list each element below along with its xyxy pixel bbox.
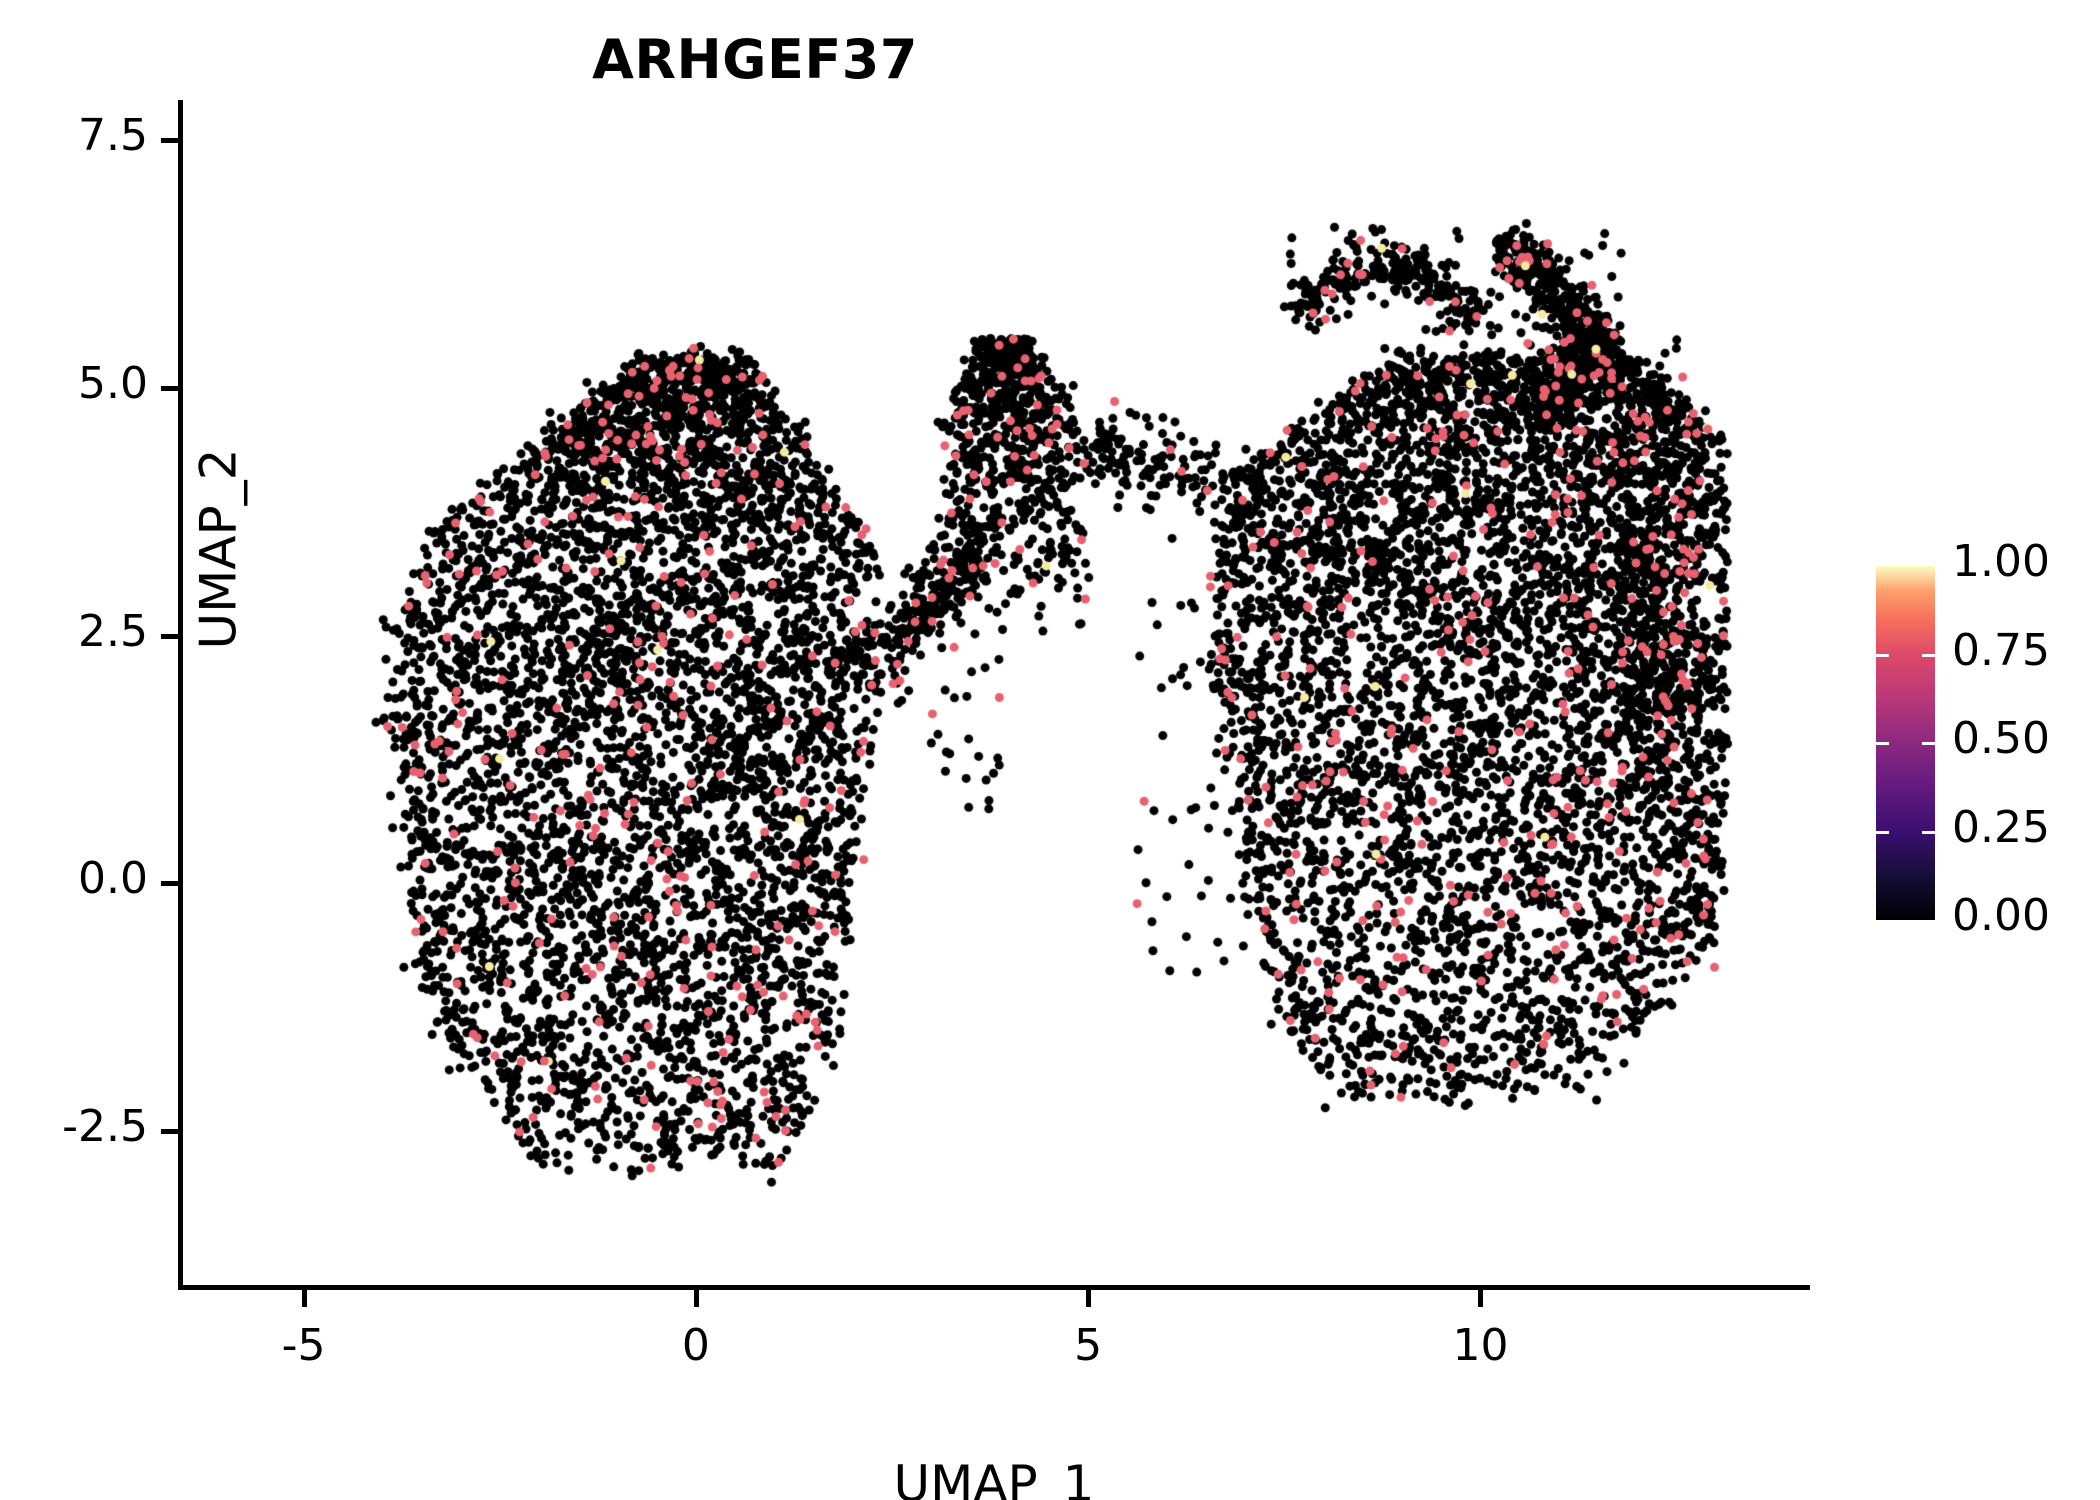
y-tick-mark: [161, 633, 178, 639]
x-tick-label: 0: [681, 1320, 710, 1371]
y-tick-label: -2.5: [62, 1101, 148, 1153]
x-tick-label: -5: [281, 1320, 326, 1371]
colorbar-tick-label: 0.75: [1952, 624, 2050, 676]
page-title: ARHGEF37: [592, 28, 918, 91]
colorbar-tick-label: 1.00: [1952, 536, 2050, 587]
y-tick-label: 2.5: [78, 605, 148, 657]
x-tick-mark: [693, 1290, 699, 1307]
x-tick-mark: [1478, 1290, 1484, 1307]
y-tick-mark: [161, 385, 178, 391]
x-tick-mark: [301, 1290, 307, 1307]
y-tick-label: 0.0: [78, 853, 148, 905]
x-tick-mark: [1086, 1290, 1092, 1307]
y-axis-label: UMAP_2: [189, 448, 248, 650]
colorbar-tick-label: 0.00: [1952, 890, 2050, 941]
colorbar-tick-label: 0.50: [1952, 713, 2050, 764]
x-tick-label: 5: [1074, 1320, 1103, 1371]
plot-axes: 7.5 5.0 2.5 0.0 -2.5 -5 0 5 10 UMAP_2 UMAP_1: [62, 100, 1810, 1500]
y-tick-label: 5.0: [78, 357, 148, 409]
x-axis-label: UMAP_1: [893, 1455, 1095, 1500]
colorbar-tick-label: 0.25: [1952, 801, 2050, 853]
y-tick-mark: [161, 881, 178, 887]
y-tick-label: 7.5: [78, 109, 148, 161]
y-tick-mark: [161, 137, 178, 143]
x-tick-label: 10: [1452, 1320, 1509, 1371]
colorbar-legend: 1.00 0.75 0.50 0.25 0.00: [1876, 536, 2086, 941]
colorbar-gradient: [1876, 566, 1935, 920]
scatter-plot-canvas: [178, 100, 1810, 1290]
y-tick-mark: [161, 1129, 178, 1135]
